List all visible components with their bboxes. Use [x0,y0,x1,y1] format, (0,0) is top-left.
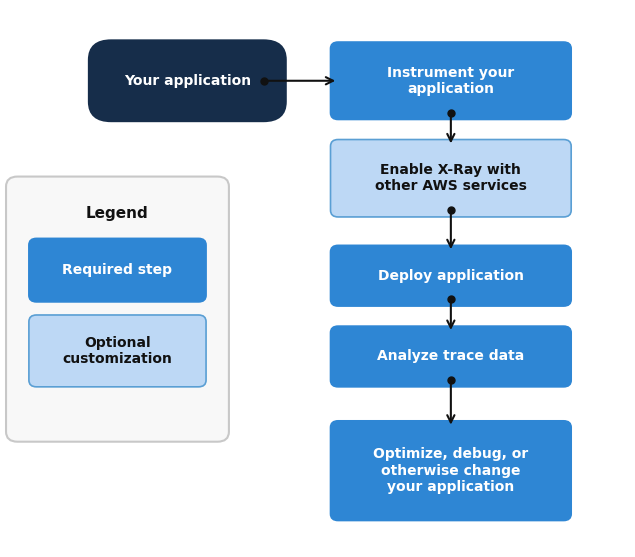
Text: Optional
customization: Optional customization [62,336,173,366]
FancyBboxPatch shape [330,139,572,217]
FancyBboxPatch shape [330,421,572,520]
FancyBboxPatch shape [89,41,286,121]
FancyBboxPatch shape [330,326,572,387]
Text: Enable X-Ray with
other AWS services: Enable X-Ray with other AWS services [375,163,527,193]
Text: Optimize, debug, or
otherwise change
your application: Optimize, debug, or otherwise change you… [373,447,528,494]
Text: Instrument your
application: Instrument your application [387,66,514,96]
FancyBboxPatch shape [330,245,572,306]
FancyBboxPatch shape [29,315,206,387]
FancyBboxPatch shape [29,238,206,302]
Text: Required step: Required step [62,263,173,277]
Text: Deploy application: Deploy application [378,268,524,283]
Text: Analyze trace data: Analyze trace data [377,349,525,364]
Text: Legend: Legend [86,206,149,221]
Text: Your application: Your application [124,74,251,88]
FancyBboxPatch shape [6,177,229,442]
FancyBboxPatch shape [330,42,572,119]
